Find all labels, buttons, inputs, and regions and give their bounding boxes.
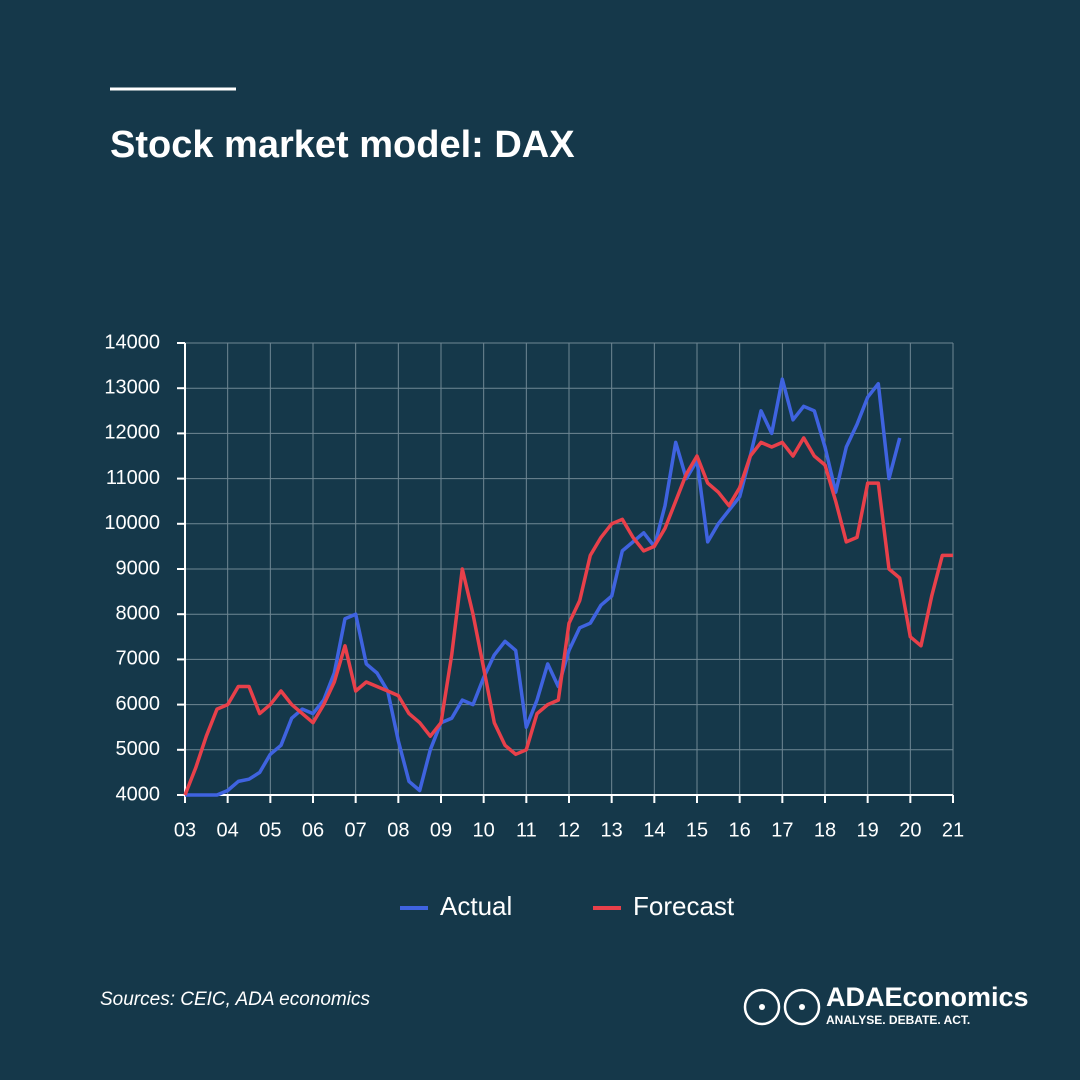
x-tick-label: 06	[302, 819, 324, 841]
y-tick-label: 5000	[116, 738, 161, 760]
tagline: ANALYSE. DEBATE. ACT.	[826, 1013, 970, 1027]
source-note: Sources: CEIC, ADA economics	[100, 989, 370, 1010]
x-tick-label: 03	[174, 819, 196, 841]
x-tick-label: 13	[601, 819, 623, 841]
x-tick-label: 19	[857, 819, 879, 841]
x-tick-label: 10	[473, 819, 495, 841]
x-tick-label: 05	[259, 819, 281, 841]
x-tick-label: 07	[345, 819, 367, 841]
brand: ADAEconomics	[826, 982, 1029, 1012]
x-tick-label: 20	[899, 819, 921, 841]
legend-label: Forecast	[633, 891, 735, 921]
logo: ADAEconomics ANALYSE. DEBATE. ACT.	[743, 982, 1029, 1027]
y-tick-label: 13000	[104, 376, 160, 398]
data-line	[183, 436, 953, 796]
x-tick-label: 14	[643, 819, 665, 841]
logo-ring	[783, 988, 821, 1026]
x-tick-label: 16	[729, 819, 751, 841]
logo-dot	[759, 1004, 765, 1010]
y-tick-label: 10000	[104, 512, 160, 534]
y-tick-label: 6000	[116, 693, 161, 715]
legend-label: Actual	[440, 891, 512, 921]
y-tick-label: 8000	[116, 602, 161, 624]
x-tick-label: 04	[217, 819, 239, 841]
y-tick-label: 11000	[106, 467, 160, 489]
y-tick-label: 14000	[104, 331, 160, 353]
y-tick-label: 12000	[104, 422, 160, 444]
x-tick-label: 15	[686, 819, 708, 841]
y-tick-label: 9000	[116, 557, 161, 579]
x-tick-label: 09	[430, 819, 452, 841]
x-tick-label: 11	[516, 819, 537, 841]
logo-ring	[743, 988, 781, 1026]
x-tick-label: 12	[558, 819, 580, 841]
x-tick-label: 18	[814, 819, 836, 841]
x-tick-label: 21	[942, 819, 964, 841]
chart-title: Stock market model: DAX	[110, 124, 575, 166]
x-tick-label: 08	[387, 819, 409, 841]
x-tick-label: 17	[771, 819, 793, 841]
y-tick-label: 7000	[116, 648, 161, 670]
data-line	[185, 377, 902, 797]
logo-dot	[799, 1004, 805, 1010]
y-tick-label: 4000	[116, 783, 161, 805]
